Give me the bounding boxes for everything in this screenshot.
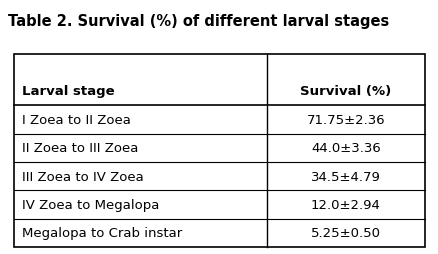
Text: III Zoea to IV Zoea: III Zoea to IV Zoea [22, 170, 143, 183]
Text: Larval stage: Larval stage [22, 85, 114, 98]
Text: Table 2. Survival (%) of different larval stages: Table 2. Survival (%) of different larva… [8, 14, 389, 29]
Bar [14, 55, 424, 247]
Text: 44.0±3.36: 44.0±3.36 [310, 142, 380, 155]
Text: Megalopa to Crab instar: Megalopa to Crab instar [22, 226, 182, 239]
Text: II Zoea to III Zoea: II Zoea to III Zoea [22, 142, 138, 155]
Text: 12.0±2.94: 12.0±2.94 [310, 198, 380, 211]
Text: IV Zoea to Megalopa: IV Zoea to Megalopa [22, 198, 159, 211]
Text: Survival (%): Survival (%) [300, 85, 391, 98]
Text: 71.75±2.36: 71.75±2.36 [306, 113, 384, 126]
Text: I Zoea to II Zoea: I Zoea to II Zoea [22, 113, 131, 126]
Text: 34.5±4.79: 34.5±4.79 [310, 170, 380, 183]
Text: 5.25±0.50: 5.25±0.50 [310, 226, 380, 239]
